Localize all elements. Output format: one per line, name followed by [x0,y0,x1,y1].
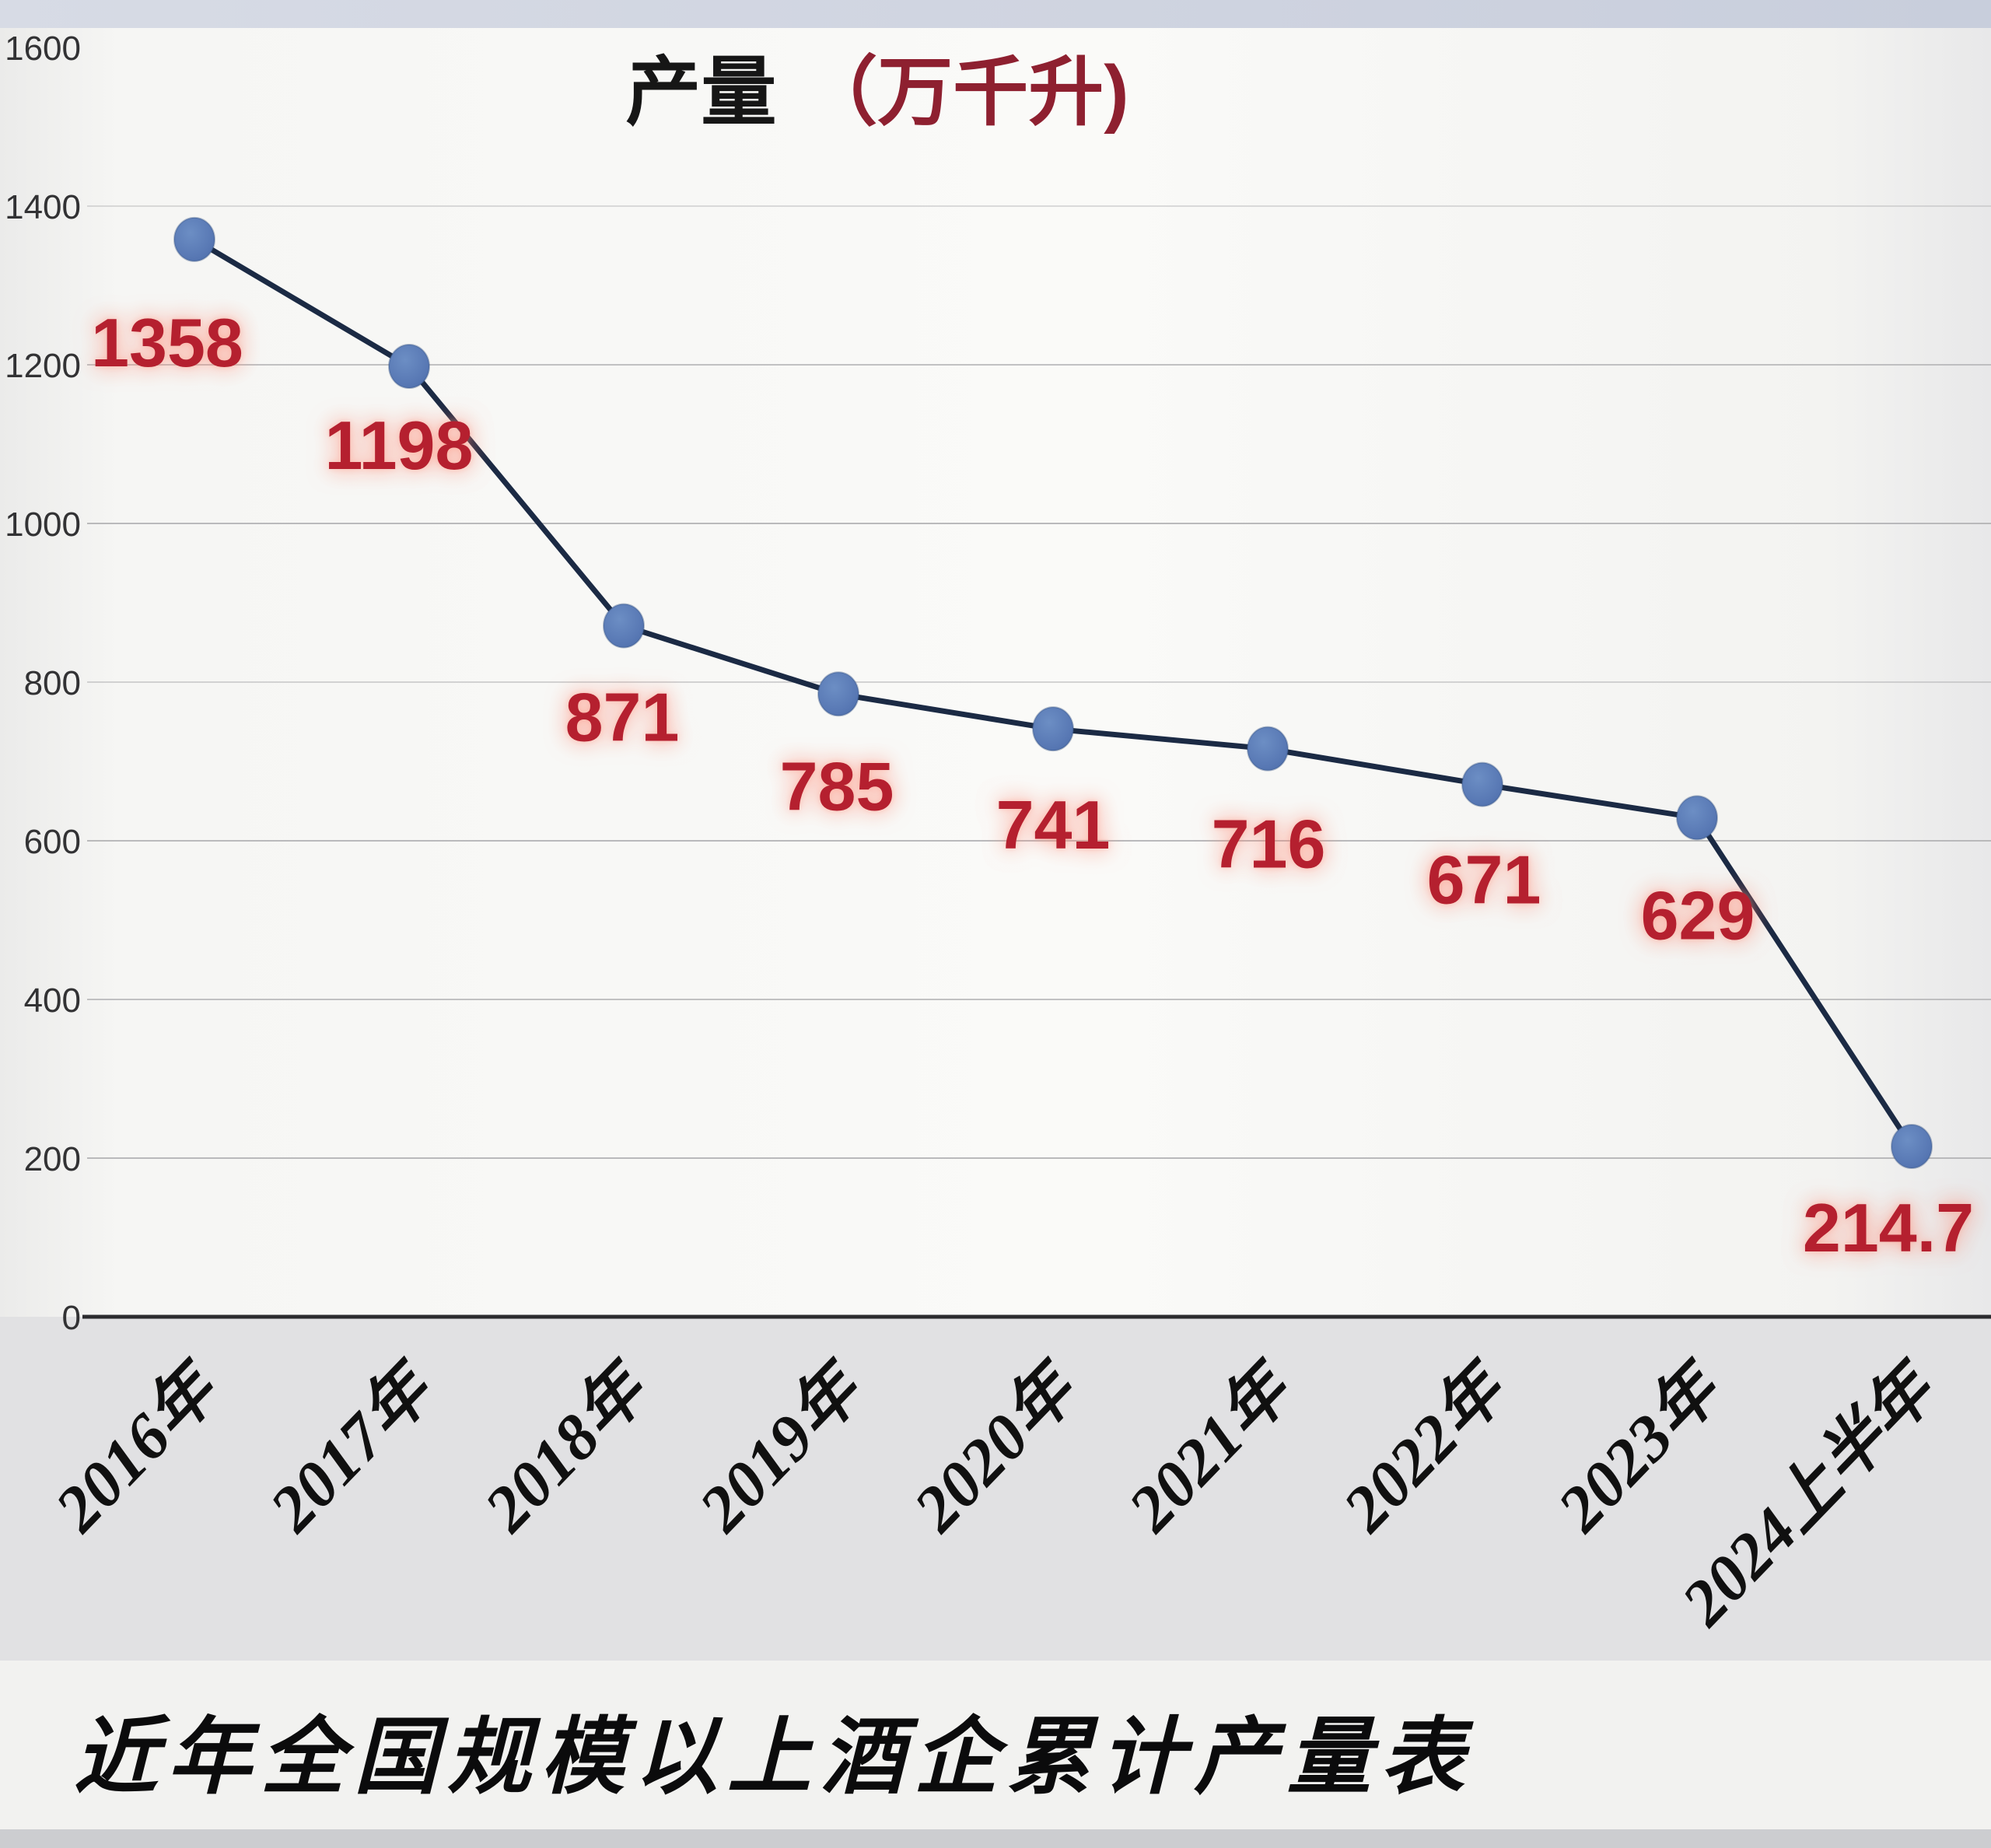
y-tick-label: 1000 [5,506,81,544]
y-tick-label: 1600 [5,30,81,68]
data-point-marker [388,344,430,390]
data-point-value-label: 716 [1212,806,1326,883]
gridlines [82,205,1991,1319]
y-tick-label: 1400 [5,188,81,226]
chart-title: 产量 （万千升) [625,50,1128,135]
y-tick-label: 600 [24,823,81,861]
top-band [0,0,1991,28]
y-tick-label: 200 [24,1140,81,1178]
data-point-marker [1032,706,1074,752]
data-point-marker [1247,726,1289,772]
data-point-value-label: 1198 [325,407,474,484]
data-point-marker [603,603,645,649]
data-point-value-label: 785 [780,747,894,824]
data-point-value-label: 871 [565,679,680,756]
y-axis-tick-labels: 0 200 400 600 800 1000 1200 1400 1600 [5,30,81,1337]
plot-background [0,28,1991,1317]
data-point-marker [173,216,215,262]
data-point-markers [173,216,1933,1170]
caption-strip [0,1661,1991,1829]
data-point-value-label: 671 [1427,842,1541,919]
y-tick-label: 0 [62,1299,81,1337]
data-point-marker [817,671,859,717]
chart-title-text: 产量 [625,50,776,135]
y-tick-label: 400 [24,982,81,1020]
data-point-marker [1461,761,1503,807]
y-tick-label: 800 [24,664,81,702]
bottom-bar [0,1829,1991,1848]
data-point-value-label: 1358 [91,304,243,381]
chart-title-unit: （万千升) [802,50,1128,135]
data-value-labels: 1358 1198 871 785 741 716 671 629 214.7 [91,304,1974,1266]
data-point-value-label: 214.7 [1803,1189,1974,1266]
data-point-marker [1676,795,1718,841]
data-point-value-label: 629 [1641,877,1755,954]
data-point-value-label: 741 [996,786,1111,863]
y-tick-label: 1200 [5,347,81,385]
bottom-caption: 近年全国规模以上酒企累计产量表 [74,1710,1474,1804]
data-point-marker [1891,1124,1933,1170]
x-axis-label-area [0,1317,1991,1661]
